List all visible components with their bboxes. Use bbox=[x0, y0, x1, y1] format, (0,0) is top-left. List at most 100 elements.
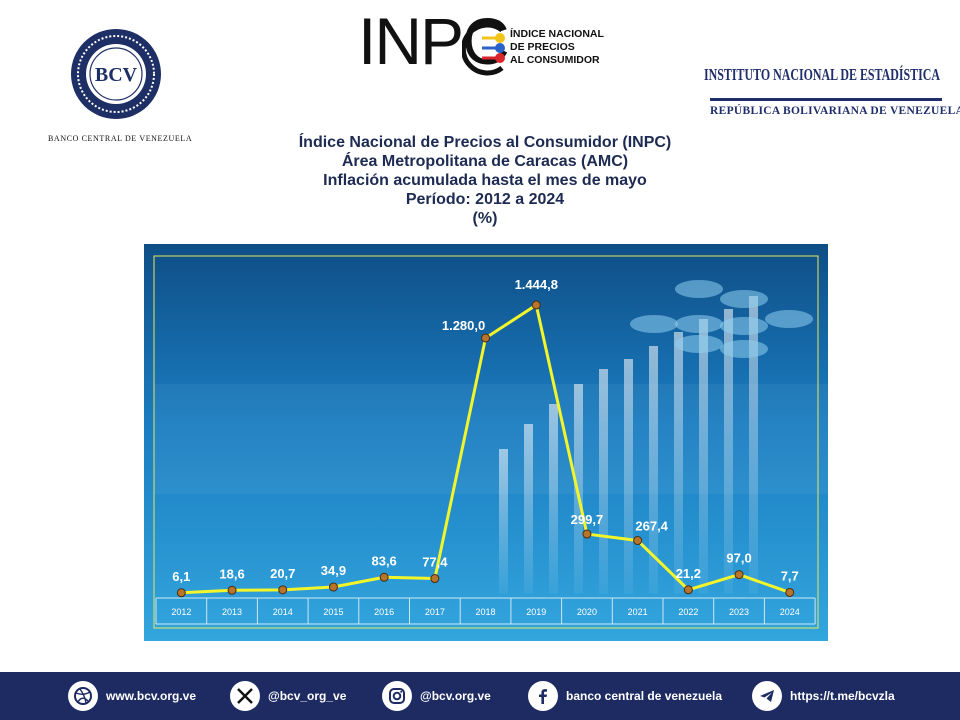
title-line-1: Índice Nacional de Precios al Consumidor… bbox=[298, 134, 672, 151]
data-label: 7,7 bbox=[781, 568, 799, 583]
footer-x[interactable]: @bcv_org_ve bbox=[230, 680, 346, 712]
data-point bbox=[379, 572, 389, 582]
data-label: 1.444,8 bbox=[515, 277, 558, 292]
inpc-logo: INPC ÍNDICE NACIONAL DE PRECIOS AL CONSU… bbox=[358, 8, 608, 78]
x-tick-label: 2016 bbox=[374, 607, 394, 617]
title-line-3: Inflación acumulada hasta el mes de mayo bbox=[323, 172, 647, 189]
ine-title-graphic: INSTITUTO NACIONAL DE ESTADÍSTICA bbox=[704, 65, 941, 84]
instagram-icon bbox=[382, 681, 412, 711]
series-line bbox=[176, 300, 795, 598]
inpc-line-3: AL CONSUMIDOR bbox=[510, 54, 600, 66]
title-line-5: (%) bbox=[472, 210, 498, 227]
data-label: 20,7 bbox=[270, 566, 295, 581]
data-label: 83,6 bbox=[371, 553, 396, 568]
decor-bar bbox=[624, 359, 633, 594]
title-line-4: Período: 2012 a 2024 bbox=[405, 191, 565, 208]
data-label: 1.280,0 bbox=[442, 318, 485, 333]
data-label: 97,0 bbox=[726, 551, 751, 566]
data-point bbox=[633, 536, 643, 546]
ine-title: INSTITUTO NACIONAL DE ESTADÍSTICA bbox=[704, 65, 941, 84]
data-label: 21,2 bbox=[676, 566, 701, 581]
data-point bbox=[785, 587, 795, 597]
inpc-line-1: ÍNDICE NACIONAL bbox=[510, 28, 604, 40]
telegram-icon bbox=[752, 681, 782, 711]
footer-telegram-label: https://t.me/bcvzla bbox=[790, 689, 895, 703]
decor-bar bbox=[699, 319, 708, 594]
footer-facebook-label: banco central de venezuela bbox=[566, 689, 723, 703]
decor-band bbox=[154, 384, 828, 494]
data-label: 34,9 bbox=[321, 563, 346, 578]
x-tick-label: 2024 bbox=[780, 607, 800, 617]
decor-ellipse bbox=[720, 290, 768, 308]
x-axis-table: 2012 2013 2014 2015 2016 2017 2018 2019 2020 2021… bbox=[155, 597, 816, 625]
data-point bbox=[328, 582, 338, 592]
footer-website-label: www.bcv.org.ve bbox=[106, 689, 197, 703]
decor-bar bbox=[674, 332, 683, 594]
x-tick-label: 2014 bbox=[273, 607, 293, 617]
x-tick-label: 2012 bbox=[171, 607, 191, 617]
plot-frame bbox=[153, 255, 819, 629]
x-icon bbox=[230, 681, 260, 711]
data-label: 6,1 bbox=[172, 569, 190, 584]
ine-subtitle: REPÚBLICA BOLIVARIANA DE VENEZUELA bbox=[710, 105, 960, 117]
x-tick-label: 2023 bbox=[729, 607, 749, 617]
decor-bar bbox=[599, 369, 608, 594]
data-labels: 6,1 18,6 20,7 34,9 83,6 77,4 1.280,0 1.444,8 299… bbox=[172, 277, 798, 584]
decor-ellipse bbox=[720, 340, 768, 358]
x-tick-label: 2022 bbox=[678, 607, 698, 617]
decor-bar bbox=[649, 346, 658, 594]
data-point bbox=[734, 570, 744, 580]
data-point bbox=[430, 574, 440, 584]
footer-x-label: @bcv_org_ve bbox=[268, 689, 347, 703]
data-point bbox=[278, 585, 288, 595]
data-label: 267,4 bbox=[635, 519, 668, 534]
footer-telegram[interactable]: https://t.me/bcvzla bbox=[752, 680, 895, 712]
x-tick-label: 2018 bbox=[476, 607, 496, 617]
title-line-2: Área Metropolitana de Caracas (AMC) bbox=[341, 153, 629, 170]
bcv-caption: BANCO CENTRAL DE VENEZUELA bbox=[48, 134, 193, 143]
chart-background bbox=[144, 244, 828, 641]
x-tick-label: 2015 bbox=[323, 607, 343, 617]
x-tick-label: 2020 bbox=[577, 607, 597, 617]
ine-divider bbox=[710, 98, 942, 101]
x-tick-label: 2017 bbox=[425, 607, 445, 617]
data-point bbox=[176, 588, 186, 598]
data-point bbox=[531, 300, 541, 310]
data-label: 18,6 bbox=[219, 566, 244, 581]
inpc-word: INPC bbox=[358, 4, 510, 78]
decor-ellipse bbox=[630, 315, 678, 333]
inflation-line-chart: 2012 2013 2014 2015 2016 2017 2018 2019 2020 2021… bbox=[144, 244, 828, 641]
dribbble-icon bbox=[68, 681, 98, 711]
footer-instagram[interactable]: @bcv.org.ve bbox=[382, 680, 491, 712]
chart-titles: Índice Nacional de Precios al Consumidor… bbox=[240, 133, 730, 228]
inpc-dots-icon bbox=[462, 22, 505, 76]
decor-bar bbox=[499, 449, 508, 594]
decor-bar bbox=[524, 424, 533, 594]
decor-bar bbox=[549, 404, 558, 594]
footer-website[interactable]: www.bcv.org.ve bbox=[68, 680, 196, 712]
data-point bbox=[683, 585, 693, 595]
chart-panel: 2012 2013 2014 2015 2016 2017 2018 2019 2020 2021… bbox=[144, 244, 828, 641]
facebook-icon bbox=[528, 681, 558, 711]
x-tick-label: 2021 bbox=[628, 607, 648, 617]
bcv-seal-logo: BCV bbox=[71, 29, 161, 119]
data-label: 299,7 bbox=[571, 512, 604, 527]
inpc-line-2: DE PRECIOS bbox=[510, 41, 575, 53]
decor-ellipse bbox=[765, 310, 813, 328]
footer-facebook[interactable]: banco central de venezuela bbox=[528, 680, 722, 712]
chart-decoration bbox=[154, 280, 828, 594]
decor-bar bbox=[724, 309, 733, 594]
x-tick-label: 2013 bbox=[222, 607, 242, 617]
bcv-seal-text: BCV bbox=[95, 64, 138, 86]
data-point bbox=[481, 333, 491, 343]
footer-instagram-label: @bcv.org.ve bbox=[420, 689, 491, 703]
ine-logo: INSTITUTO NACIONAL DE ESTADÍSTICA REPÚBL… bbox=[704, 48, 960, 118]
x-tick-label: 2019 bbox=[526, 607, 546, 617]
decor-ellipse bbox=[675, 280, 723, 298]
decor-bar bbox=[749, 296, 758, 594]
decor-ellipse bbox=[675, 315, 723, 333]
data-point bbox=[582, 529, 592, 539]
data-label: 77,4 bbox=[422, 555, 448, 570]
data-point bbox=[227, 585, 237, 595]
decor-ellipse bbox=[675, 335, 723, 353]
